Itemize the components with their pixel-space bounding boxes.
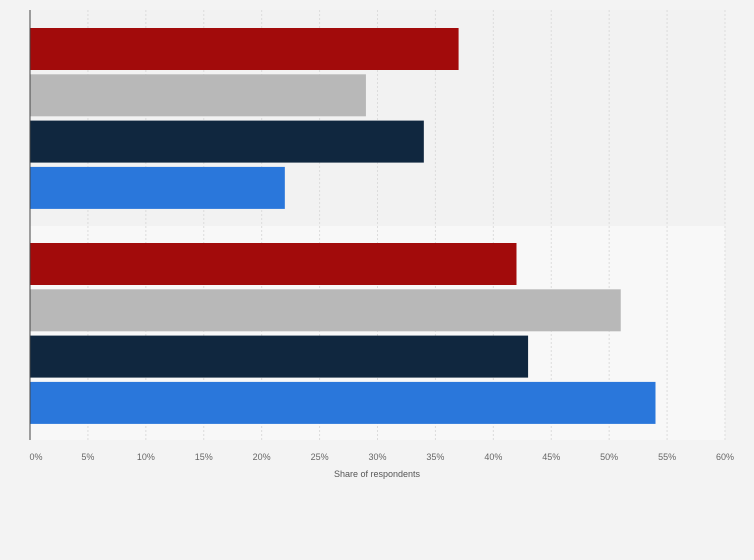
x-tick-label: 10% [137, 452, 155, 462]
bar-group-1-series-3[interactable] [30, 120, 424, 163]
x-tick-label: 35% [426, 452, 444, 462]
x-tick-label: 50% [600, 452, 618, 462]
x-tick-label: 55% [658, 452, 676, 462]
x-tick-label: 25% [311, 452, 329, 462]
x-tick-label: 5% [81, 452, 94, 462]
bar-group-2-series-2[interactable] [30, 289, 621, 332]
bar-group-1-series-2[interactable] [30, 74, 366, 117]
x-tick-label: 45% [542, 452, 560, 462]
x-tick-label: 60% [716, 452, 734, 462]
x-tick-label: 0% [29, 452, 42, 462]
bar-group-2-series-3[interactable] [30, 335, 529, 378]
x-tick-label: 20% [253, 452, 271, 462]
bar-group-1-series-1[interactable] [30, 28, 459, 70]
x-tick-label: 40% [484, 452, 502, 462]
x-tick-label: 30% [368, 452, 386, 462]
x-tick-label: 15% [195, 452, 213, 462]
x-axis-label: Share of respondents [334, 469, 421, 479]
bar-group-2-series-4[interactable] [30, 381, 656, 424]
bar-group-2-series-1[interactable] [30, 243, 517, 285]
bar-group-1-series-4[interactable] [30, 166, 285, 209]
